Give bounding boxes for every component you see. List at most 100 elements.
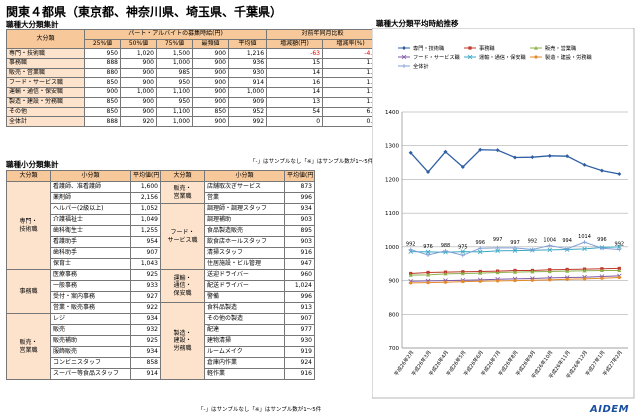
table-cell: 950 bbox=[84, 48, 121, 60]
table-cell: 900 bbox=[192, 48, 229, 60]
job-name: 配達 bbox=[204, 324, 285, 336]
avg-wage: 924 bbox=[284, 357, 315, 369]
table-cell: 900 bbox=[120, 77, 157, 89]
data-label: 997 bbox=[493, 237, 503, 243]
job-name: 薬剤師 bbox=[50, 192, 131, 204]
group-label: 製造・ 建設・ 労務職 bbox=[160, 302, 205, 380]
header-major: 大分類 bbox=[6, 170, 51, 182]
avg-wage: 922 bbox=[130, 302, 161, 314]
point bbox=[617, 275, 621, 280]
point bbox=[443, 280, 448, 284]
legend-label: 事務職 bbox=[479, 44, 495, 52]
point bbox=[495, 270, 500, 275]
row-label: 専門・技術職 bbox=[6, 48, 85, 60]
avg-wage: 934 bbox=[130, 346, 161, 358]
group-label: 販売・ 営業職 bbox=[160, 181, 205, 204]
point bbox=[408, 150, 413, 155]
sample-note: 「-」はサンプルなし「※」はサンプル数が1～5件 bbox=[250, 159, 374, 165]
table-cell: 1,000 bbox=[156, 116, 193, 127]
avg-wage: 1,043 bbox=[130, 258, 161, 270]
table-cell: 900 bbox=[120, 67, 157, 79]
section-title-minor: 職種小分類集計 bbox=[6, 160, 59, 169]
table-row: 専門・技術職 950 1,020 1,500 900 1,216 -63 -4.9 bbox=[6, 48, 380, 60]
table-cell: 900 bbox=[120, 58, 157, 69]
point bbox=[443, 271, 448, 276]
header-yoy-group: 対前年同月比較 bbox=[266, 29, 380, 40]
avg-wage: 919 bbox=[284, 346, 315, 358]
table-cell: 1,000 bbox=[156, 58, 193, 69]
data-label: 997 bbox=[510, 240, 520, 246]
avg-wage: 925 bbox=[130, 335, 161, 347]
avg-wage: 960 bbox=[284, 269, 315, 281]
job-name: ルームメイク bbox=[204, 346, 285, 358]
point bbox=[534, 46, 538, 50]
point bbox=[467, 54, 473, 60]
y-tick-label: 1000 bbox=[385, 245, 399, 251]
table-cell: 54 bbox=[266, 106, 324, 118]
legend-label: 製造・建設・労務職 bbox=[545, 53, 593, 61]
job-name: 看護助手 bbox=[50, 236, 131, 248]
point bbox=[426, 280, 430, 285]
row-label: 事務職 bbox=[6, 58, 85, 69]
legend-label: 運輸・通信・保安職 bbox=[479, 53, 527, 61]
avg-wage: 1,049 bbox=[130, 214, 161, 226]
avg-wage: 977 bbox=[284, 324, 315, 336]
table-row: 受付・案内事務 927 警備 996 bbox=[7, 291, 315, 303]
data-label: 988 bbox=[441, 243, 451, 249]
table-cell: 1,100 bbox=[156, 87, 193, 98]
table-row: 事務職 医療事務 925 運輸・ 通信・ 保安職 送迎ドライバー 960 bbox=[6, 269, 315, 314]
table-row: その他 850 900 1,100 850 952 54 6.0 bbox=[6, 106, 380, 118]
legend-label: 専門・技術職 bbox=[413, 44, 445, 52]
point bbox=[513, 270, 517, 274]
table-cell: 900 bbox=[120, 96, 157, 108]
avg-wage: 907 bbox=[130, 247, 161, 259]
group-label: 事務職 bbox=[6, 269, 51, 314]
point bbox=[565, 277, 569, 281]
point bbox=[617, 244, 622, 250]
table-cell: 880 bbox=[84, 67, 121, 79]
job-name: 送迎ドライバー bbox=[204, 269, 285, 281]
row-label: フード・サービス職 bbox=[6, 77, 85, 89]
avg-wage: 903 bbox=[284, 214, 315, 226]
job-name: 調理補助 bbox=[204, 214, 285, 226]
job-name: スーパー等食品スタッフ bbox=[50, 368, 131, 380]
header-minor: 小分類 bbox=[204, 170, 285, 182]
point bbox=[460, 271, 465, 276]
point bbox=[565, 269, 570, 273]
table-cell: 900 bbox=[192, 87, 229, 98]
point bbox=[513, 278, 517, 283]
point bbox=[582, 277, 587, 281]
point bbox=[477, 249, 483, 255]
point bbox=[513, 155, 517, 160]
header-col: 増減率(%) bbox=[322, 38, 380, 50]
table-cell: 1,216 bbox=[227, 48, 268, 60]
minor-category-table: 大分類 小分類 平均値(円) 大分類 小分類 平均値(円) 専門・ 技術職 看護師… bbox=[6, 170, 315, 380]
table-cell: 900 bbox=[192, 67, 229, 79]
header-major: 大分類 bbox=[160, 170, 205, 182]
table-cell: 900 bbox=[192, 77, 229, 89]
table-row: 服飾販売 934 ルームメイク 919 bbox=[7, 346, 315, 358]
job-name: 清掃スタッフ bbox=[204, 247, 285, 259]
chart-title: 職種大分類平均時給推移 bbox=[376, 19, 459, 28]
avg-wage: 873 bbox=[284, 181, 315, 193]
point bbox=[468, 46, 472, 50]
table-cell: 14 bbox=[266, 87, 324, 98]
legend-label: 販売・営業職 bbox=[545, 44, 577, 52]
job-name: 住居施設・ビル管理 bbox=[204, 258, 285, 270]
avg-wage: 996 bbox=[284, 192, 315, 204]
header-category: 大分類 bbox=[6, 28, 85, 50]
table-cell: 900 bbox=[120, 106, 157, 118]
point bbox=[530, 278, 534, 282]
job-name: 配送ドライバー bbox=[204, 280, 285, 292]
table-cell: -4.9 bbox=[322, 48, 380, 60]
table-row: フード・サービス職 850 900 950 900 914 16 1.8 bbox=[6, 77, 380, 89]
point bbox=[426, 170, 431, 175]
header-col: 増減額(円) bbox=[266, 38, 324, 50]
point bbox=[617, 172, 622, 177]
avg-wage: 932 bbox=[130, 324, 161, 336]
table-cell: 950 bbox=[156, 96, 193, 108]
wage-trend-chart: 70080090010001100120013001400平成26年2月平成26… bbox=[372, 28, 635, 399]
group-label: 専門・ 技術職 bbox=[6, 181, 51, 270]
header-col: 25%値 bbox=[84, 38, 121, 50]
point bbox=[478, 147, 483, 152]
